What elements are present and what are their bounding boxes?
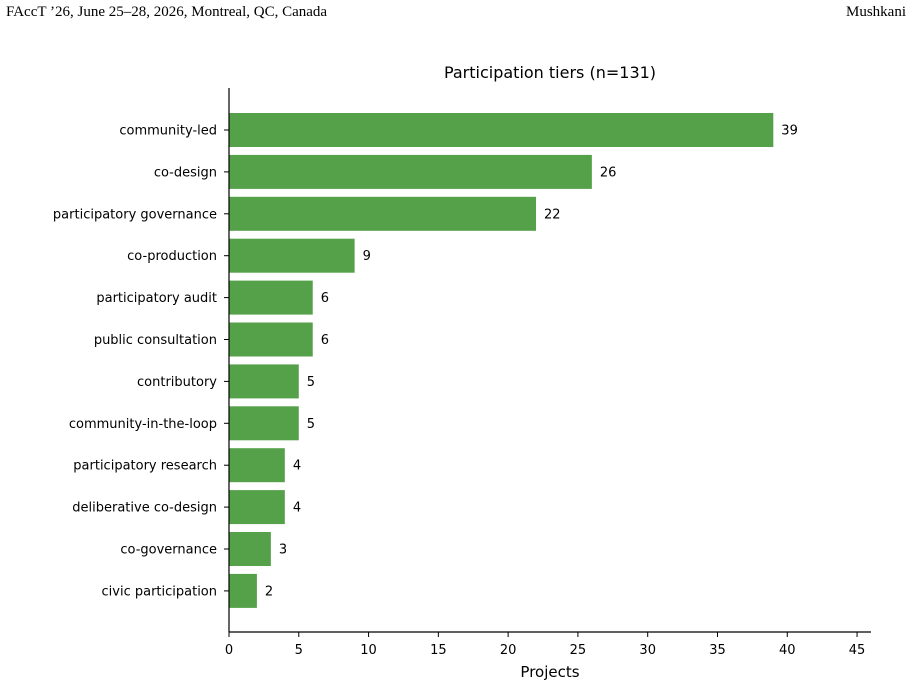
bar-public-consultation [229, 322, 313, 357]
value-label: 5 [307, 417, 315, 432]
value-label: 6 [321, 291, 329, 306]
bar-participatory-audit [229, 280, 313, 315]
bar-community-led [229, 113, 774, 147]
y-category-label: co-governance [120, 543, 217, 558]
value-label: 22 [544, 207, 561, 222]
x-tick-label: 30 [639, 643, 656, 658]
y-category-label: public consultation [94, 333, 217, 348]
x-axis-label: Projects [520, 663, 579, 681]
x-tick-label: 40 [779, 643, 796, 658]
x-tick-label: 15 [430, 643, 447, 658]
y-category-labels: community-led co-design participatory gove… [53, 124, 229, 599]
value-label: 4 [293, 501, 301, 516]
bar-co-governance [229, 532, 271, 566]
bar-contributory [229, 364, 299, 399]
value-label: 5 [307, 375, 315, 390]
y-category-label: deliberative co-design [72, 501, 217, 516]
x-tick-label: 5 [295, 643, 303, 658]
y-category-label: community-led [119, 124, 217, 139]
value-label: 9 [363, 249, 371, 264]
value-label: 4 [293, 459, 301, 474]
x-tick-label: 0 [225, 643, 233, 658]
y-category-label: community-in-the-loop [69, 417, 217, 432]
x-axis-ticks: 0 5 10 15 20 25 30 35 40 45 [225, 632, 865, 658]
value-labels-group: 39 26 22 9 6 6 5 5 4 4 3 2 [265, 124, 798, 600]
value-label: 3 [279, 543, 287, 558]
bar-participatory-research [229, 448, 285, 483]
bar-participatory-governance [229, 196, 537, 231]
x-tick-label: 35 [709, 643, 726, 658]
x-tick-label: 20 [500, 643, 517, 658]
y-category-label: co-production [127, 249, 217, 264]
bar-co-production [229, 238, 355, 273]
y-category-label: participatory research [73, 459, 217, 474]
value-label: 39 [781, 124, 798, 139]
y-category-label: civic participation [102, 584, 218, 599]
running-head-venue: FAccT ’26, June 25–28, 2026, Montreal, Q… [6, 4, 328, 20]
y-category-label: co-design [154, 165, 217, 180]
bar-co-design [229, 154, 592, 189]
value-label: 26 [600, 165, 617, 180]
y-category-label: contributory [137, 375, 217, 390]
x-tick-label: 45 [849, 643, 866, 658]
bar-deliberative-co-design [229, 490, 285, 525]
x-tick-label: 25 [570, 643, 587, 658]
running-head-author: Mushkani [846, 4, 906, 20]
bars-group [229, 113, 774, 608]
x-tick-label: 10 [360, 643, 377, 658]
bar-civic-participation [229, 573, 257, 608]
bar-community-in-the-loop [229, 406, 299, 441]
value-label: 2 [265, 584, 273, 599]
value-label: 6 [321, 333, 329, 348]
y-category-label: participatory audit [96, 291, 217, 306]
y-category-label: participatory governance [53, 207, 217, 222]
chart-title: Participation tiers (n=131) [444, 63, 656, 82]
